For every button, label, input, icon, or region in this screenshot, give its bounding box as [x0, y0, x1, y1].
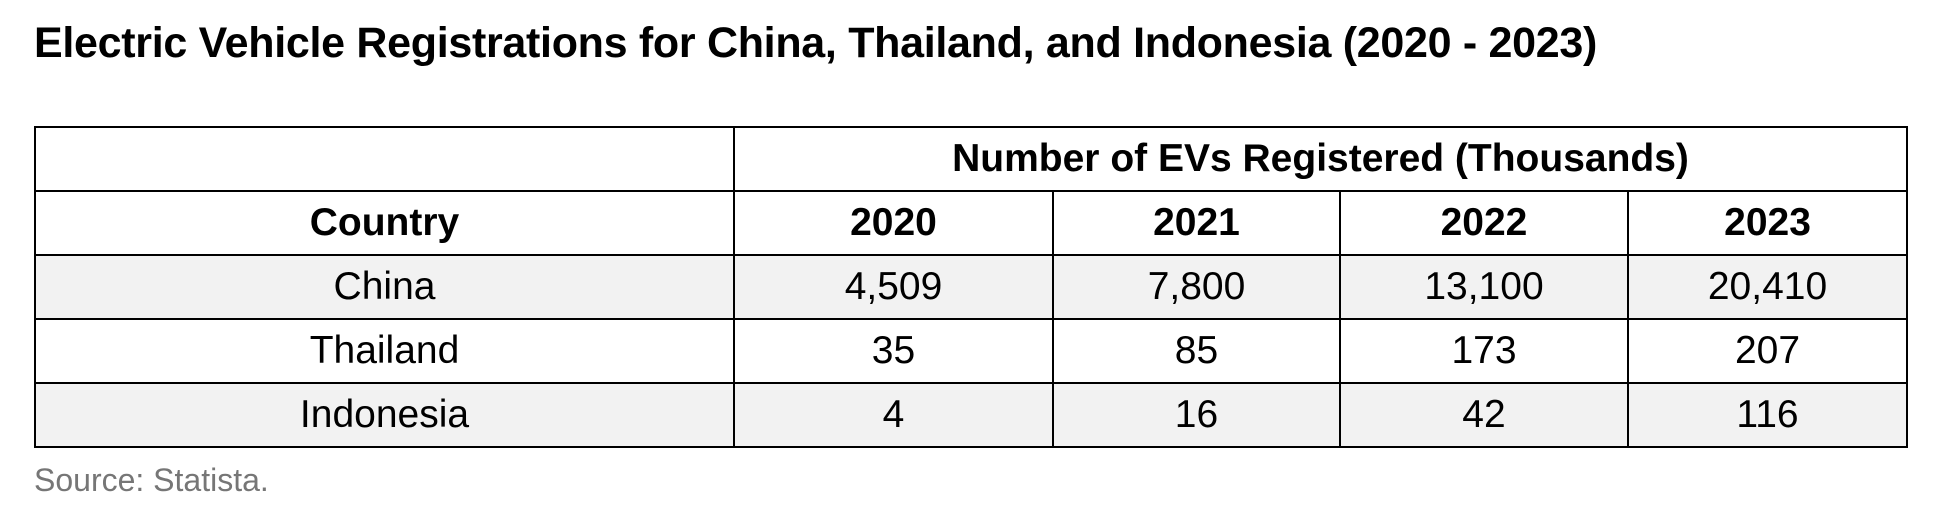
value-cell: 42 [1339, 382, 1629, 448]
table-row-china: China 4,509 7,800 13,100 20,410 [34, 254, 1909, 320]
value-cell: 4 [733, 382, 1054, 448]
table-row-thailand: Thailand 35 85 173 207 [34, 318, 1909, 384]
value-cell: 207 [1626, 318, 1909, 384]
year-header-2020: 2020 [733, 190, 1054, 256]
year-header-2023: 2023 [1626, 190, 1909, 256]
value-cell: 4,509 [733, 254, 1054, 320]
value-cell: 20,410 [1626, 254, 1909, 320]
year-header-2022: 2022 [1339, 190, 1629, 256]
value-cell: 173 [1339, 318, 1629, 384]
country-cell: Indonesia [34, 382, 735, 448]
value-cell: 16 [1052, 382, 1341, 448]
value-cell: 13,100 [1339, 254, 1629, 320]
value-cell: 7,800 [1052, 254, 1341, 320]
chart-title: Electric Vehicle Registrations for China… [34, 19, 1597, 67]
source-note: Source: Statista. [34, 462, 269, 498]
ev-registrations-table: Number of EVs Registered (Thousands) Cou… [34, 126, 1909, 448]
empty-corner-cell [34, 126, 735, 192]
group-header-row: Number of EVs Registered (Thousands) [34, 126, 1909, 192]
group-header: Number of EVs Registered (Thousands) [732, 126, 1909, 192]
table-row-indonesia: Indonesia 4 16 42 116 [34, 382, 1909, 448]
year-header-2021: 2021 [1052, 190, 1341, 256]
country-cell: China [34, 254, 735, 320]
column-header-row: Country 2020 2021 2022 2023 [34, 190, 1909, 256]
country-cell: Thailand [34, 318, 735, 384]
value-cell: 85 [1052, 318, 1341, 384]
country-header: Country [34, 190, 735, 256]
value-cell: 35 [733, 318, 1054, 384]
value-cell: 116 [1626, 382, 1909, 448]
